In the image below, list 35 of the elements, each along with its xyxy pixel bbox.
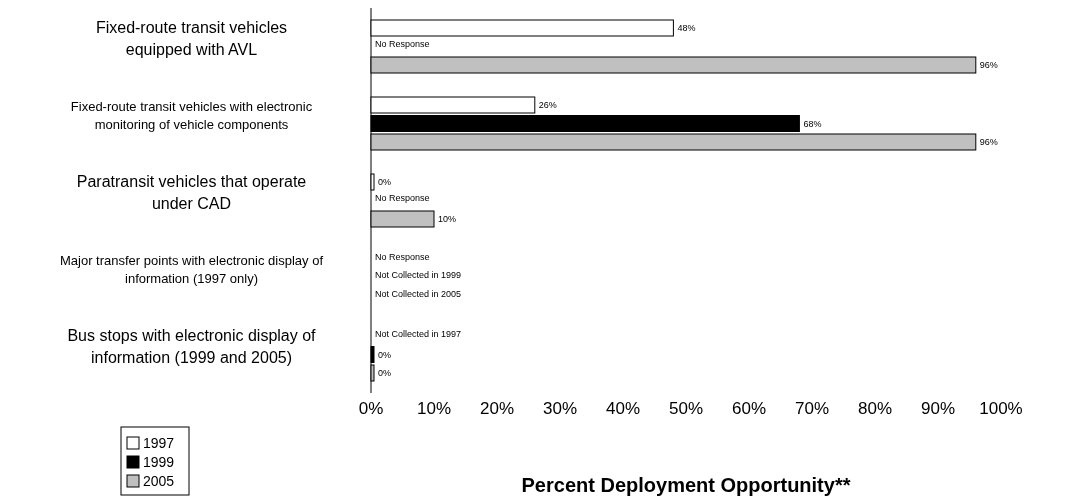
text: No Response (375, 39, 430, 50)
legend-label: 1997 (143, 434, 175, 451)
x-tick-label: 20% (479, 399, 515, 418)
data-label: 0% (378, 368, 392, 379)
y-tick-label: Fixed-route transit vehicles with electronic monitoring of vehicle components (70, 99, 313, 132)
data-label: 0% (378, 177, 392, 188)
data-label: 68% (803, 118, 822, 129)
x-tick-label: 90% (920, 399, 956, 418)
legend-label: 2005 (143, 472, 175, 489)
y-tick-label: Major transfer points with electronic display of information (1997 only) (59, 253, 324, 286)
x-tick-label: 100% (979, 399, 1023, 418)
text: Not Collected in 1997 (375, 328, 462, 339)
data-label: 96% (979, 137, 998, 148)
y-tick-label: Bus stops with electronic display of information (1999 and 2005) (67, 327, 317, 366)
x-tick-label: 80% (857, 399, 893, 418)
x-tick-label: 30% (542, 399, 578, 418)
legend-label: 1999 (143, 453, 175, 470)
x-axis-title: Percent Deployment Opportunity** (521, 474, 851, 496)
data-label: 0% (378, 349, 392, 360)
data-label: 96% (979, 60, 998, 71)
y-tick-label: Paratransit vehicles that operate under CAD (76, 173, 307, 212)
data-label: 26% (538, 100, 557, 111)
x-tick-label: 50% (668, 399, 704, 418)
x-tick-label: 70% (794, 399, 830, 418)
x-tick-label: 40% (605, 399, 641, 418)
y-tick-label: Fixed-route transit vehicles equipped with AVL (95, 19, 288, 58)
x-tick-label: 60% (731, 399, 767, 418)
text: No Response (375, 193, 430, 204)
data-label: 48% (677, 23, 696, 34)
data-label: 10% (438, 214, 457, 225)
text: Not Collected in 1999 (375, 270, 462, 281)
x-tick-label: 0% (358, 399, 384, 418)
text: No Response (375, 251, 430, 262)
x-tick-label: 10% (416, 399, 452, 418)
text: Not Collected in 2005 (375, 288, 462, 299)
